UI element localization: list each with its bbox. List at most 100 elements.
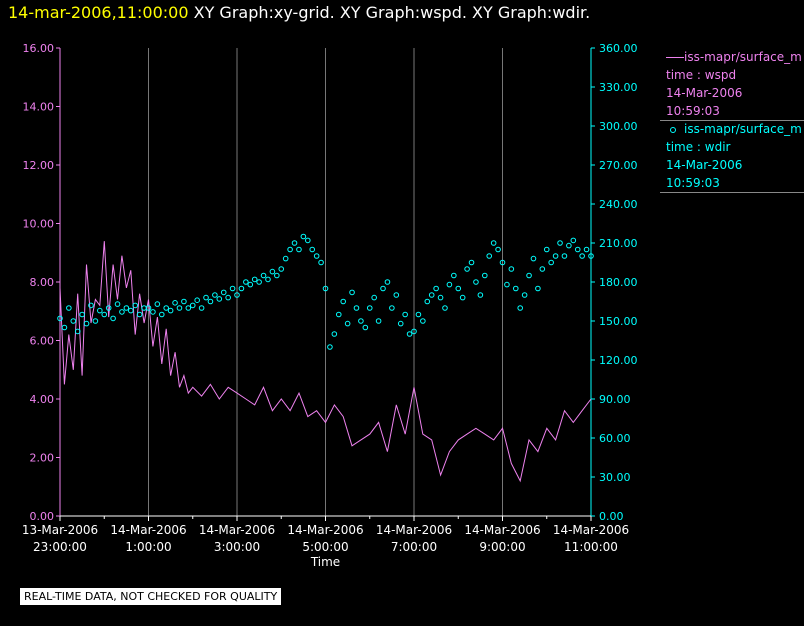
legend-wdir-time: 10:59:03 <box>666 176 720 190</box>
series-wdir-point <box>97 307 103 314</box>
series-wdir-point <box>296 246 302 253</box>
y-left-tick-label: 6.00 <box>30 335 55 348</box>
series-wdir-point <box>495 246 501 253</box>
x-tick-label-time: 1:00:00 <box>125 540 171 554</box>
header-datetime: 14-mar-2006,11:00:00 <box>8 3 189 22</box>
x-tick-label-date: 14-Mar-2006 <box>464 523 540 537</box>
series-wdir-point <box>464 266 470 272</box>
series-wdir-point <box>220 289 227 296</box>
legend-wspd-var: time : wspd <box>666 68 737 82</box>
series-wdir-point <box>371 294 377 301</box>
series-wdir-point <box>216 296 223 302</box>
x-tick-label-time: 9:00:00 <box>479 540 525 554</box>
series-wdir-point <box>508 266 515 272</box>
series-wdir-point <box>442 305 448 311</box>
y-left-tick-label: 14.00 <box>23 101 55 114</box>
series-wdir-point <box>105 305 112 311</box>
y-right-tick-label: 90.00 <box>599 393 631 406</box>
series-wdir-point <box>256 279 262 285</box>
series-wdir-point <box>482 272 488 279</box>
series-wdir-point <box>566 242 572 249</box>
y-right-tick-label: 60.00 <box>599 432 631 445</box>
series-wdir-point <box>455 285 462 292</box>
series-wspd-line <box>59 241 592 483</box>
series-wdir-point <box>366 305 373 311</box>
series-wdir-point <box>411 328 417 335</box>
series-wdir-point <box>574 246 581 253</box>
series-wdir-point <box>397 320 404 327</box>
y-left-tick-label: 2.00 <box>30 452 55 465</box>
y-left-tick-label: 8.00 <box>30 276 55 289</box>
series-wdir-point <box>331 331 338 337</box>
series-wdir-point <box>79 311 85 318</box>
series-wdir-point <box>561 253 568 259</box>
y-right-tick-label: 180.00 <box>599 276 638 289</box>
series-wdir-point <box>468 259 475 266</box>
series-wdir-point <box>101 311 108 318</box>
x-tick-label-date: 14-Mar-2006 <box>376 523 452 537</box>
x-tick-label-date: 14-Mar-2006 <box>553 523 629 537</box>
series-wdir-point <box>420 318 426 324</box>
y-right-tick-label: 360.00 <box>599 42 638 55</box>
series-wdir-point <box>154 301 161 307</box>
series-wdir-point <box>176 305 183 311</box>
series-wdir-point <box>406 331 413 337</box>
legend-wdir-var: time : wdir <box>666 140 731 154</box>
series-wdir-point <box>353 305 360 311</box>
y-right-tick-label: 30.00 <box>599 471 631 484</box>
series-wdir-point <box>552 253 559 259</box>
y-left-tick-label: 16.00 <box>23 42 55 55</box>
series-wdir-point <box>172 300 178 306</box>
series-wdir-point <box>198 305 205 311</box>
x-tick-label-time: 11:00:00 <box>564 540 618 554</box>
series-wdir-point <box>212 292 218 298</box>
series-wdir-point <box>92 318 99 324</box>
legend-entry-wspd: iss-mapr/surface_m time : wspd 14-Mar-20… <box>666 48 802 120</box>
series-wdir-point <box>291 240 298 246</box>
x-tick-label-time: 3:00:00 <box>214 540 260 554</box>
legend-wdir-name: iss-mapr/surface_m <box>684 122 802 136</box>
series-wdir-point <box>322 285 329 292</box>
series-wdir-point <box>583 246 590 253</box>
series-wdir-point <box>57 315 63 322</box>
legend-entry-wdir: iss-mapr/surface_m time : wdir 14-Mar-20… <box>666 120 802 192</box>
series-wdir-point <box>486 253 493 259</box>
x-tick-label-time: 5:00:00 <box>302 540 348 554</box>
series-wdir-point <box>557 240 563 246</box>
series-wdir-point <box>185 305 192 311</box>
series-wdir-point <box>265 276 271 283</box>
series-wdir-point <box>203 294 209 301</box>
x-tick-label-date: 14-Mar-2006 <box>199 523 275 537</box>
series-wdir-point <box>451 272 457 279</box>
series-wdir-point <box>141 305 147 311</box>
series-wdir-point <box>318 259 324 266</box>
series-wdir-point <box>247 281 254 288</box>
series-wdir-point <box>114 301 121 307</box>
series-wdir-point <box>375 318 382 324</box>
series-wdir-point <box>389 305 395 311</box>
series-wdir-point <box>543 246 550 253</box>
series-wdir-point <box>535 285 541 292</box>
series-wdir-point <box>309 246 316 253</box>
quality-disclaimer: REAL-TIME DATA, NOT CHECKED FOR QUALITY <box>20 588 282 605</box>
series-wdir-point <box>504 281 510 288</box>
y-right-tick-label: 330.00 <box>599 81 638 94</box>
y-left-tick-label: 10.00 <box>23 218 55 231</box>
series-wdir-point <box>136 311 143 318</box>
series-wdir-point <box>588 253 594 259</box>
series-wdir-point <box>207 298 214 305</box>
series-wdir-point <box>433 285 439 292</box>
series-wdir-point <box>123 305 130 311</box>
series-wdir-point <box>110 315 116 322</box>
series-wdir-point <box>189 302 196 309</box>
series-wdir-point <box>477 292 484 298</box>
series-wdir-point <box>362 324 369 331</box>
series-wdir-point <box>158 311 165 318</box>
series-wdir-point <box>335 311 342 318</box>
series-wdir-point <box>570 237 577 244</box>
series-wdir-point <box>83 320 90 327</box>
x-tick-label-time: 7:00:00 <box>391 540 437 554</box>
y-right-tick-label: 0.00 <box>599 510 624 523</box>
y-right-tick-label: 270.00 <box>599 159 638 172</box>
